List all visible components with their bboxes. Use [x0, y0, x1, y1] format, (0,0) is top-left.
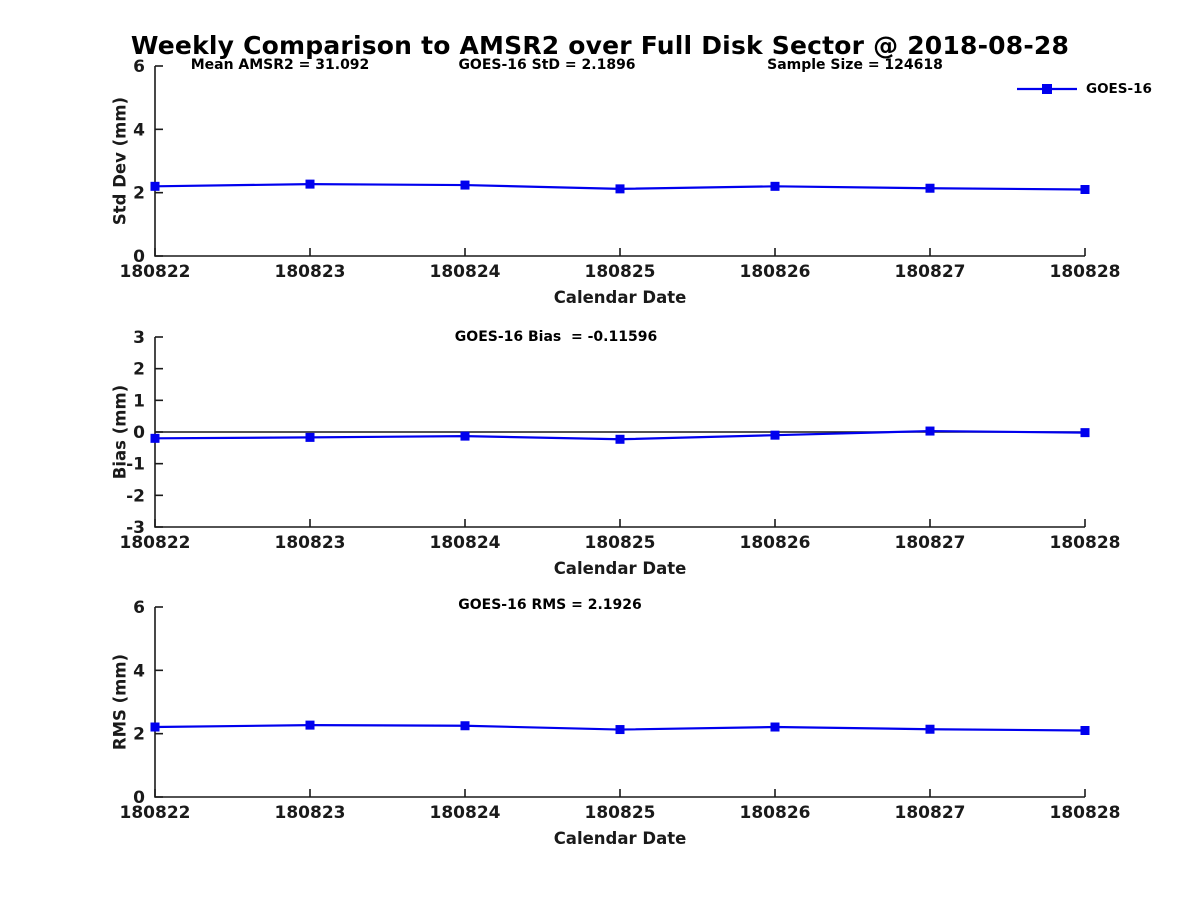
- subplot-rms: 0 2 4 6 180822 180823 180824 180825 180826 180827…: [120, 598, 1121, 823]
- x-tick-label: 180826: [740, 262, 811, 282]
- rms-data-marker: [615, 725, 625, 735]
- y-tick-label: 2: [133, 184, 145, 204]
- bias-y-axis-label: Bias (mm): [110, 384, 130, 480]
- bias-data-marker: [615, 434, 625, 444]
- y-tick-label: 2: [133, 725, 145, 745]
- x-tick-label: 180825: [585, 803, 656, 823]
- x-tick-label: 180826: [740, 803, 811, 823]
- rms-data-marker: [460, 721, 470, 731]
- rms-axis-spines: [154, 607, 1085, 798]
- subplot-bias: -3 -2 -1 0 1 2 3 180822 180823 180824 180825 180826…: [120, 328, 1121, 553]
- rms-data-marker: [305, 720, 315, 730]
- std-dev-axis-spines: [154, 66, 1085, 257]
- stddev-x-axis-label: Calendar Date: [553, 288, 687, 307]
- x-tick-label: 180828: [1050, 803, 1121, 823]
- y-tick-label: 6: [133, 598, 145, 618]
- bias-data-marker: [460, 431, 470, 441]
- annotation-goes16-rms: GOES-16 RMS = 2.1926: [458, 597, 642, 613]
- std-dev-data-marker: [460, 180, 470, 190]
- x-tick-label: 180825: [585, 533, 656, 553]
- std-dev-data-marker: [770, 181, 780, 191]
- x-tick-label: 180823: [275, 533, 346, 553]
- annotation-goes16-std: GOES-16 StD = 2.1896: [458, 57, 636, 73]
- bias-data-marker: [1080, 428, 1090, 438]
- x-tick-label: 180823: [275, 262, 346, 282]
- stddev-y-axis-label: Std Dev (mm): [110, 96, 130, 226]
- y-tick-label: -2: [126, 486, 145, 506]
- y-tick-label: 0: [133, 247, 145, 267]
- y-tick-label: 4: [133, 661, 145, 681]
- x-tick-label: 180824: [430, 803, 501, 823]
- x-tick-label: 180823: [275, 803, 346, 823]
- y-tick-label: 0: [133, 423, 145, 443]
- rms-y-axis-label: RMS (mm): [110, 653, 130, 751]
- x-tick-label: 180822: [120, 533, 191, 553]
- y-tick-label: 4: [133, 120, 145, 140]
- x-tick-label: 180827: [895, 262, 966, 282]
- std-dev-data-marker: [305, 179, 315, 189]
- x-tick-label: 180824: [430, 262, 501, 282]
- bias-data-marker: [150, 433, 160, 443]
- y-tick-label: 6: [133, 57, 145, 77]
- bias-data-marker: [305, 432, 315, 442]
- annotation-sample-size: Sample Size = 124618: [767, 57, 943, 73]
- rms-data-marker: [925, 724, 935, 734]
- annotation-mean-amsr2: Mean AMSR2 = 31.092: [190, 57, 370, 73]
- rms-data-marker: [1080, 726, 1090, 735]
- rms-x-axis-label: Calendar Date: [553, 829, 687, 848]
- x-tick-label: 180826: [740, 533, 811, 553]
- figure-title: Weekly Comparison to AMSR2 over Full Dis…: [130, 31, 1070, 60]
- y-tick-label: 0: [133, 788, 145, 808]
- x-tick-label: 180827: [895, 533, 966, 553]
- bias-x-axis-label: Calendar Date: [553, 559, 687, 578]
- legend: GOES-16: [1016, 81, 1152, 97]
- x-tick-label: 180827: [895, 803, 966, 823]
- x-tick-label: 180828: [1050, 262, 1121, 282]
- std-dev-data-marker: [1080, 185, 1090, 194]
- legend-line-marker-icon: [1017, 84, 1077, 94]
- y-tick-label: 1: [133, 391, 145, 411]
- x-tick-label: 180824: [430, 533, 501, 553]
- annotation-goes16-bias: GOES-16 Bias = -0.11596: [454, 329, 658, 345]
- x-tick-label: 180825: [585, 262, 656, 282]
- legend-label: GOES-16: [1086, 81, 1152, 97]
- rms-data-marker: [150, 722, 160, 732]
- x-tick-label: 180828: [1050, 533, 1121, 553]
- std-dev-data-marker: [150, 181, 160, 191]
- subplot-std-dev: 0 2 4 6 180822 180823 180824 180825 180826 180827…: [120, 57, 1121, 282]
- rms-data-marker: [770, 722, 780, 732]
- x-tick-label: 180822: [120, 262, 191, 282]
- y-tick-label: 2: [133, 360, 145, 380]
- std-dev-data-marker: [925, 183, 935, 193]
- std-dev-data-marker: [615, 184, 625, 194]
- x-tick-label: 180822: [120, 803, 191, 823]
- bias-data-marker: [770, 430, 780, 440]
- bias-data-marker: [925, 426, 935, 436]
- y-tick-label: -1: [126, 455, 145, 475]
- y-tick-label: -3: [126, 518, 145, 538]
- y-tick-label: 3: [133, 328, 145, 348]
